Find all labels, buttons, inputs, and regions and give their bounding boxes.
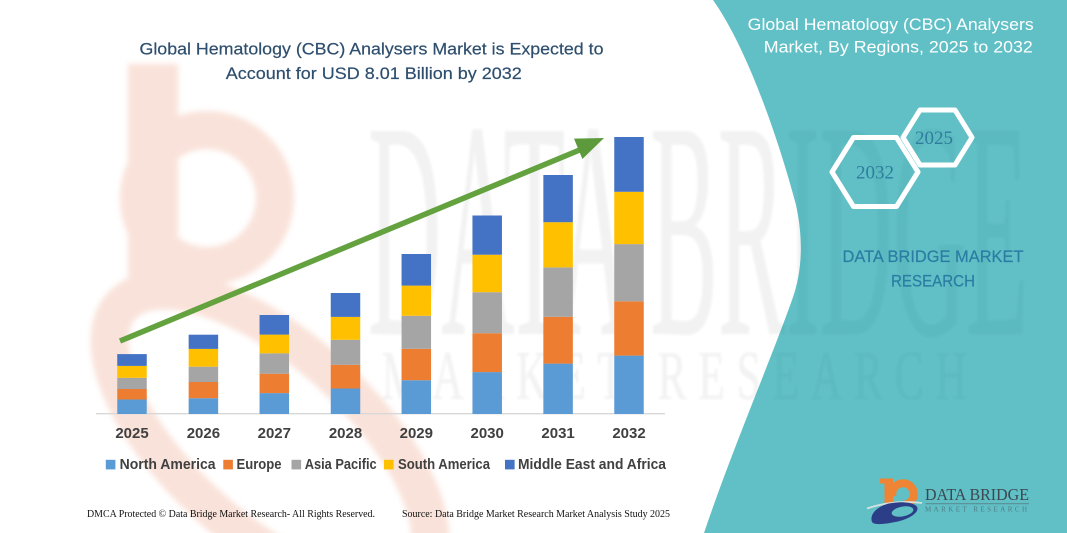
svg-text:RESEARCH: RESEARCH [891,272,975,291]
svg-text:Asia Pacific: Asia Pacific [305,457,377,473]
svg-text:2026: 2026 [187,425,220,442]
svg-text:MARKET RESEARCH: MARKET RESEARCH [925,506,1027,514]
svg-text:2030: 2030 [471,425,504,442]
svg-text:Europe: Europe [237,457,282,473]
svg-text:2025: 2025 [115,425,148,442]
svg-text:Global Hematology (CBC) Analys: Global Hematology (CBC) Analysers [748,15,1034,34]
svg-text:Account for USD 8.01 Billion b: Account for USD 8.01 Billion by 2032 [226,64,522,83]
svg-text:North America: North America [120,457,217,473]
svg-text:2025: 2025 [915,128,953,149]
svg-text:Source: Data Bridge Market Res: Source: Data Bridge Market Research Mark… [402,509,670,520]
svg-text:2032: 2032 [612,425,645,442]
svg-text:2027: 2027 [258,425,291,442]
svg-text:2032: 2032 [856,163,894,184]
svg-text:2029: 2029 [400,425,433,442]
svg-text:South America: South America [398,457,491,473]
svg-text:DATA BRIDGE MARKET: DATA BRIDGE MARKET [843,247,1024,266]
svg-text:Market, By Regions, 2025 to 20: Market, By Regions, 2025 to 2032 [764,38,1033,57]
svg-text:2028: 2028 [329,425,362,442]
svg-text:DMCA Protected © Data Bridge M: DMCA Protected © Data Bridge Market Rese… [87,509,375,520]
svg-text:DATA BRIDGE: DATA BRIDGE [925,485,1029,504]
svg-text:Global Hematology (CBC) Analys: Global Hematology (CBC) Analysers Market… [140,40,604,59]
svg-text:2031: 2031 [541,425,574,442]
svg-text:Middle East and Africa: Middle East and Africa [518,457,667,473]
